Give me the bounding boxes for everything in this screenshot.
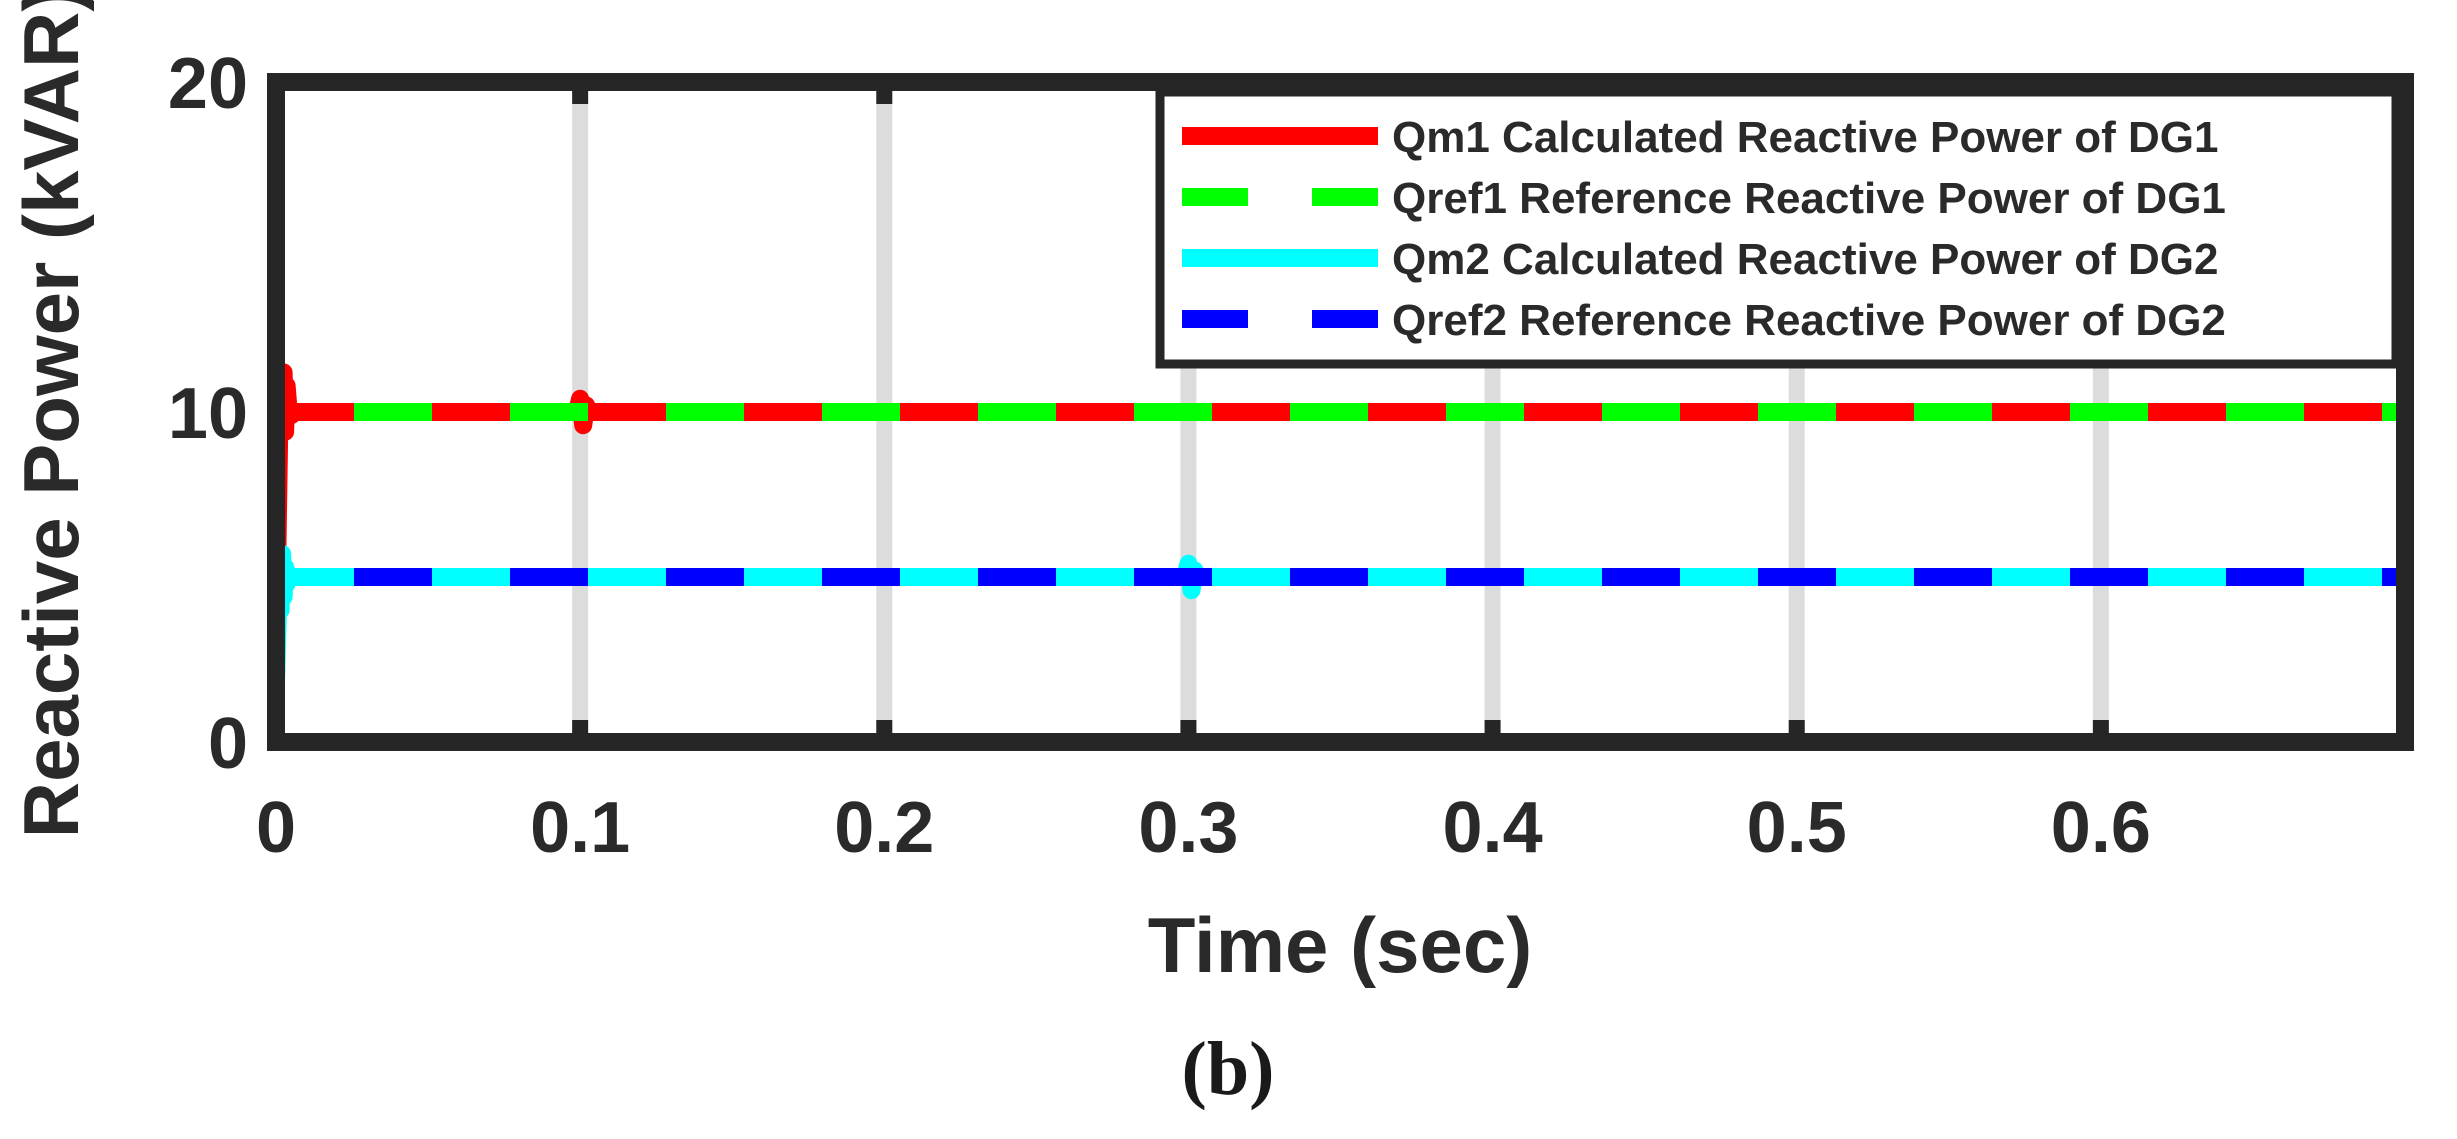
x-tick-label-1: 0.1 — [530, 788, 630, 868]
x-axis-title: Time (sec) — [1148, 901, 1532, 989]
figure-caption: (b) — [1182, 1027, 1275, 1111]
y-tick-label-0: 0 — [208, 704, 248, 784]
x-tick-label-3: 0.3 — [1138, 788, 1238, 868]
legend-label-4: Qref2 Reference Reactive Power of DG2 — [1392, 296, 2226, 345]
axis-ticks: 0 0.1 0.2 0.3 0.4 0.5 0.6 0 10 20 — [168, 44, 2151, 868]
y-axis-title: Reactive Power (kVAR) — [7, 0, 95, 838]
y-tick-label-1: 10 — [168, 374, 248, 454]
x-tick-label-5: 0.5 — [1747, 788, 1847, 868]
x-tick-label-0: 0 — [256, 788, 296, 868]
x-tick-label-6: 0.6 — [2051, 788, 2151, 868]
y-tick-label-2: 20 — [168, 44, 248, 124]
legend-label-3: Qm2 Calculated Reactive Power of DG2 — [1392, 235, 2219, 284]
x-tick-label-4: 0.4 — [1443, 788, 1543, 868]
legend-label-1: Qm1 Calculated Reactive Power of DG1 — [1392, 113, 2219, 162]
legend: Qm1 Calculated Reactive Power of DG1 Qref… — [1155, 87, 2401, 369]
legend-label-2: Qref1 Reference Reactive Power of DG1 — [1392, 174, 2226, 223]
plot-frame — [267, 73, 2414, 751]
x-tick-label-2: 0.2 — [834, 788, 934, 868]
